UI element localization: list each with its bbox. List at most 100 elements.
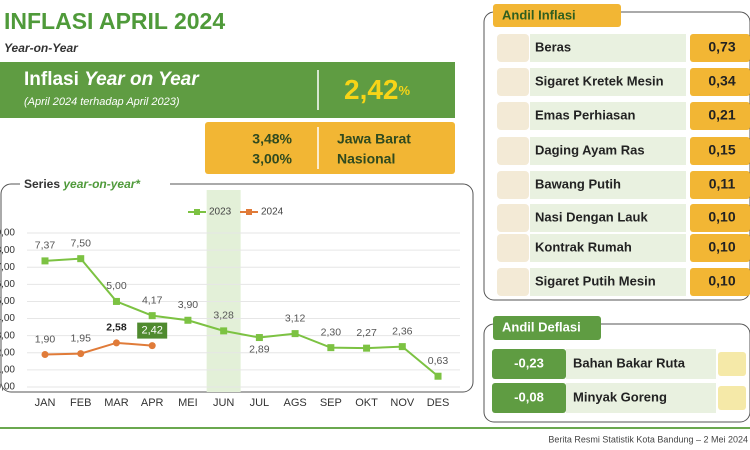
point xyxy=(112,339,120,347)
region-value: 3,00% xyxy=(252,151,292,167)
item-value: 0,21 xyxy=(708,107,735,123)
item-value-box xyxy=(690,268,750,296)
item-value-box xyxy=(492,349,566,379)
value-label: 1,95 xyxy=(71,332,92,344)
deflasi-tab xyxy=(493,316,601,340)
point xyxy=(148,312,156,320)
item-value-box xyxy=(690,102,750,130)
item-name: Sigaret Kretek Mesin xyxy=(535,73,664,88)
item-icon xyxy=(497,234,529,262)
item-row xyxy=(530,102,686,130)
x-tick-label: NOV xyxy=(390,397,415,409)
value-label: 0,63 xyxy=(428,355,449,367)
headline-value-text: 2,42 xyxy=(344,74,399,105)
point xyxy=(77,350,85,358)
subtitle: Year-on-Year xyxy=(4,41,79,55)
point xyxy=(112,297,120,305)
value-label: 2,30 xyxy=(321,326,342,338)
item-name: Daging Ayam Ras xyxy=(535,142,645,157)
point xyxy=(148,342,156,350)
x-tick-label: JAN xyxy=(35,397,56,409)
y-tick-label: 1,00 xyxy=(0,365,15,376)
legend-label: 2024 xyxy=(261,207,284,218)
deflasi-panel xyxy=(483,323,750,423)
item-icon xyxy=(718,386,746,410)
value-label: 2,58 xyxy=(106,322,127,334)
item-icon xyxy=(497,34,529,62)
item-row xyxy=(566,349,716,379)
item-name: Emas Perhiasan xyxy=(535,107,636,122)
item-value: 0,10 xyxy=(708,239,735,255)
y-tick-label: 8,00 xyxy=(0,245,15,256)
item-icon xyxy=(497,137,529,165)
point xyxy=(184,316,192,324)
item-value: 0,15 xyxy=(708,142,735,158)
x-tick-label: DES xyxy=(427,397,450,409)
value-label: 2,27 xyxy=(356,327,377,339)
headline-label-italic: Year on Year xyxy=(84,69,200,90)
title: INFLASI APRIL 2024 xyxy=(4,8,225,34)
point xyxy=(41,257,49,265)
inflasi-tab xyxy=(493,4,621,27)
headline-label-text: Inflasi xyxy=(24,69,79,90)
item-row xyxy=(566,383,716,413)
value-label: 2,36 xyxy=(392,325,413,337)
item-name: Bahan Bakar Ruta xyxy=(573,355,686,370)
chart-title-text: Series xyxy=(24,177,60,191)
item-value: 0,11 xyxy=(709,176,736,192)
item-row xyxy=(530,171,686,199)
value-label: 7,37 xyxy=(35,240,56,252)
legend-label: 2023 xyxy=(209,207,232,218)
item-name: Sigaret Putih Mesin xyxy=(535,273,656,288)
item-value: -0,08 xyxy=(514,389,544,404)
item-name: Bawang Putih xyxy=(535,176,621,191)
footer: Berita Resmi Statistik Kota Bandung – 2 … xyxy=(548,434,748,444)
point xyxy=(220,327,228,335)
item-value: -0,23 xyxy=(514,355,544,370)
item-icon xyxy=(497,102,529,130)
value-label: 4,17 xyxy=(142,294,163,306)
x-tick-label: OKT xyxy=(355,397,378,409)
item-value: 0,10 xyxy=(708,209,735,225)
item-value-box xyxy=(690,171,750,199)
point xyxy=(255,334,263,342)
y-tick-label: 5,00 xyxy=(0,296,15,307)
point xyxy=(291,330,299,338)
value-label: 3,28 xyxy=(213,310,234,322)
headline-box xyxy=(0,62,455,118)
value-label-bg xyxy=(137,322,168,339)
region-name: Nasional xyxy=(337,151,395,167)
x-tick-label: SEP xyxy=(320,397,342,409)
chart-title-bg xyxy=(20,177,170,193)
headline-label: Inflasi Year on Year xyxy=(24,69,200,90)
item-row xyxy=(530,234,686,262)
item-value-box xyxy=(690,34,750,62)
headline-value: 2,42% xyxy=(344,74,411,105)
item-row xyxy=(530,268,686,296)
headline-note: (April 2024 terhadap April 2023) xyxy=(24,96,180,108)
chart-title-italic: year-on-year* xyxy=(62,177,141,191)
value-label: 5,00 xyxy=(106,280,127,292)
headline-unit: % xyxy=(399,83,411,98)
item-row xyxy=(530,204,686,232)
value-label: 7,50 xyxy=(71,237,92,249)
value-label: 3,12 xyxy=(285,312,306,324)
point xyxy=(363,344,371,352)
item-value-box xyxy=(690,204,750,232)
legend-marker xyxy=(246,209,252,215)
item-icon xyxy=(497,204,529,232)
item-value: 0,73 xyxy=(708,39,735,55)
item-value: 0,34 xyxy=(708,73,735,89)
region-name: Jawa Barat xyxy=(337,131,411,147)
point xyxy=(434,372,442,380)
highlight-band xyxy=(206,190,241,392)
y-tick-label: 2,00 xyxy=(0,347,15,358)
y-tick-label: 6,00 xyxy=(0,279,15,290)
item-name: Beras xyxy=(535,39,571,54)
legend-marker xyxy=(194,209,200,215)
item-name: Minyak Goreng xyxy=(573,389,667,404)
item-icon xyxy=(497,171,529,199)
y-tick-label: 4,00 xyxy=(0,313,15,324)
point xyxy=(77,255,85,263)
